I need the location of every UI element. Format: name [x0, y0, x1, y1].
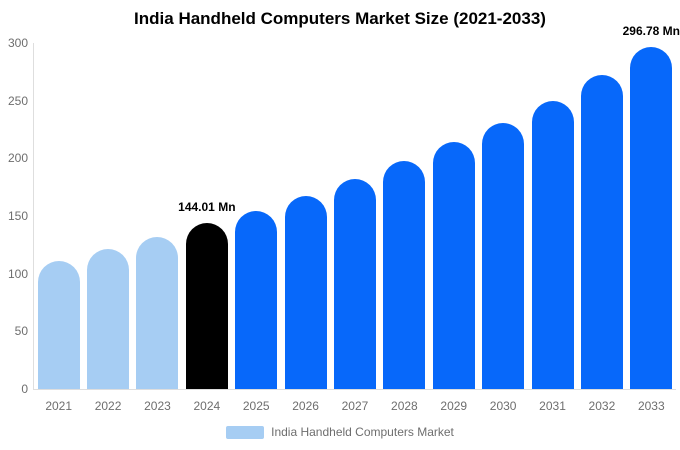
- y-tick-label: 100: [7, 266, 28, 281]
- bar-2026[interactable]: [284, 196, 327, 389]
- bar-annotation-2024: 144.01 Mn: [178, 199, 236, 214]
- bar-2024[interactable]: [185, 222, 228, 389]
- x-tick-label-2025: 2025: [242, 399, 270, 413]
- x-tick-label-2029: 2029: [440, 399, 468, 413]
- x-axis-line: [33, 389, 676, 390]
- x-tick-label-2030: 2030: [489, 399, 517, 413]
- x-tick-label-2032: 2032: [588, 399, 616, 413]
- y-axis-line: [33, 43, 34, 389]
- legend-swatch: [226, 425, 265, 439]
- y-tick-label: 150: [7, 209, 28, 223]
- x-tick-label-2026: 2026: [292, 399, 319, 413]
- bar-annotation-2033: 296.78 Mn: [622, 23, 680, 38]
- y-tick-label: 200: [7, 151, 28, 166]
- bar-2031[interactable]: [531, 100, 574, 389]
- bar-2033[interactable]: [630, 46, 673, 389]
- y-tick-label: 50: [14, 324, 28, 339]
- x-tick-label-2022: 2022: [94, 399, 122, 413]
- chart-title: India Handheld Computers Market Size (20…: [134, 9, 546, 28]
- legend-label: India Handheld Computers Market: [271, 425, 454, 439]
- bar-2021[interactable]: [37, 260, 80, 389]
- x-tick-label-2023: 2023: [144, 399, 171, 413]
- bar-2027[interactable]: [334, 179, 376, 389]
- x-tick-label-2028: 2028: [391, 399, 418, 413]
- x-tick-label-2031: 2031: [539, 399, 566, 413]
- x-tick-label-2027: 2027: [341, 399, 369, 413]
- y-tick-label: 0: [21, 382, 28, 396]
- bar-2023[interactable]: [136, 236, 179, 389]
- x-tick-label-2033: 2033: [637, 399, 665, 413]
- x-tick-label-2021: 2021: [45, 399, 73, 413]
- bar-2022[interactable]: [87, 249, 130, 389]
- bar-2028[interactable]: [383, 160, 426, 389]
- bar-2025[interactable]: [235, 211, 278, 389]
- bar-2032[interactable]: [580, 75, 623, 389]
- x-tick-label-2024: 2024: [193, 399, 221, 413]
- y-tick-label: 250: [7, 93, 28, 108]
- y-tick-label: 300: [7, 36, 28, 50]
- bar-2030[interactable]: [482, 122, 525, 389]
- bar-2029[interactable]: [432, 142, 475, 389]
- legend[interactable]: India Handheld Computers Market: [0, 425, 680, 439]
